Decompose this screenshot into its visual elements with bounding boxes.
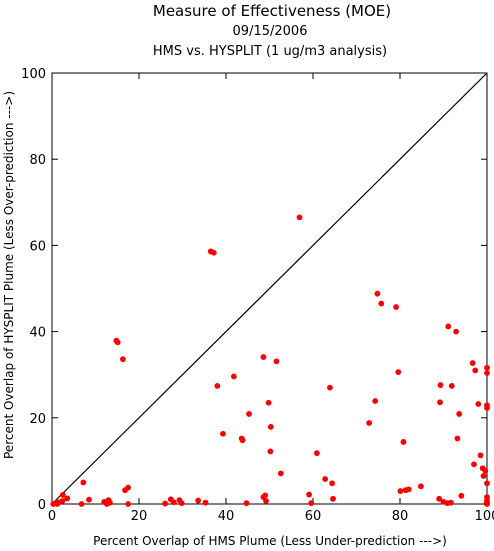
data-point (273, 358, 280, 365)
data-point (393, 304, 399, 310)
data-point (475, 401, 482, 407)
data-point (277, 470, 284, 477)
x-axis-label: Percent Overlap of HMS Plume (Less Under… (93, 534, 447, 548)
plot-area: 0 20 40 60 80 100 0 20 40 60 80 100 (21, 67, 494, 524)
data-point (454, 435, 461, 442)
y-tick-label: 60 (29, 239, 46, 254)
y-tick-label: 0 (38, 498, 46, 513)
data-point (484, 501, 490, 507)
data-point (484, 364, 490, 371)
data-point (267, 448, 274, 455)
data-point (265, 399, 272, 406)
data-point (306, 491, 312, 498)
chart-title: Measure of Effectiveness (MOE) (153, 2, 391, 20)
data-point (267, 423, 274, 430)
x-tick-label: 20 (131, 509, 148, 524)
data-point (120, 356, 126, 363)
plot-frame (51, 72, 488, 505)
data-point (314, 450, 320, 457)
data-point (125, 501, 132, 507)
data-point (445, 323, 452, 330)
y-tick-label: 40 (29, 326, 46, 341)
data-point (162, 500, 169, 507)
x-tick-label: 0 (48, 509, 56, 524)
data-point (230, 373, 237, 380)
data-point (484, 404, 490, 411)
data-point (195, 497, 202, 504)
data-point (59, 492, 66, 498)
data-point (114, 339, 121, 346)
data-point (436, 495, 443, 502)
x-tick-label: 40 (218, 509, 235, 524)
data-point (170, 499, 177, 506)
chart-titles: Measure of Effectiveness (MOE) 09/15/200… (153, 2, 391, 59)
data-point (471, 461, 477, 468)
y-tick-label: 80 (29, 153, 46, 168)
data-point (262, 492, 269, 499)
data-point (59, 498, 66, 504)
data-point (329, 480, 336, 487)
data-point (80, 479, 87, 486)
data-point (482, 467, 489, 474)
data-point (327, 384, 333, 391)
y-tick-label: 100 (21, 67, 46, 82)
data-point (246, 411, 252, 417)
y-axis-label: Percent Overlap of HYSPLIT Plume (Less O… (2, 91, 16, 459)
data-point (260, 354, 267, 360)
y-tick-label: 20 (29, 412, 46, 427)
data-point (447, 499, 454, 506)
data-point (400, 439, 407, 445)
data-point (374, 290, 381, 297)
data-point (78, 501, 85, 507)
data-point (296, 214, 303, 221)
data-point (210, 249, 217, 256)
data-point (243, 500, 250, 507)
data-point (330, 495, 336, 502)
data-point (437, 399, 443, 406)
data-point (125, 484, 132, 491)
data-point (214, 383, 221, 389)
data-point (86, 496, 92, 503)
x-tick-label: 100 (475, 509, 494, 524)
data-point (405, 486, 412, 493)
data-point (458, 492, 465, 499)
data-point (378, 300, 385, 307)
data-point (395, 369, 402, 376)
x-tick-label: 60 (305, 509, 322, 524)
one-to-one-line (51, 72, 488, 505)
data-point (456, 411, 463, 417)
data-point (480, 473, 487, 479)
data-point (437, 382, 444, 388)
data-point (308, 500, 315, 507)
data-point (322, 476, 329, 482)
data-point (417, 483, 424, 490)
data-point (263, 498, 269, 504)
x-tick-label: 80 (392, 509, 409, 524)
data-point (448, 383, 455, 389)
data-point (220, 430, 226, 437)
data-point (469, 360, 476, 366)
data-point (484, 370, 490, 376)
data-point (176, 497, 183, 504)
data-point (372, 398, 379, 404)
chart-date: 09/15/2006 (233, 24, 308, 39)
data-point (64, 495, 71, 502)
data-point (202, 499, 209, 506)
data-point (239, 437, 246, 444)
data-point (453, 328, 460, 335)
data-point (472, 367, 479, 374)
data-point (366, 420, 373, 426)
chart-subtitle: HMS vs. HYSPLIT (1 ug/m3 analysis) (153, 44, 387, 59)
data-point (484, 480, 490, 487)
data-point (106, 499, 113, 506)
data-point (397, 488, 404, 494)
data-point (477, 452, 484, 459)
